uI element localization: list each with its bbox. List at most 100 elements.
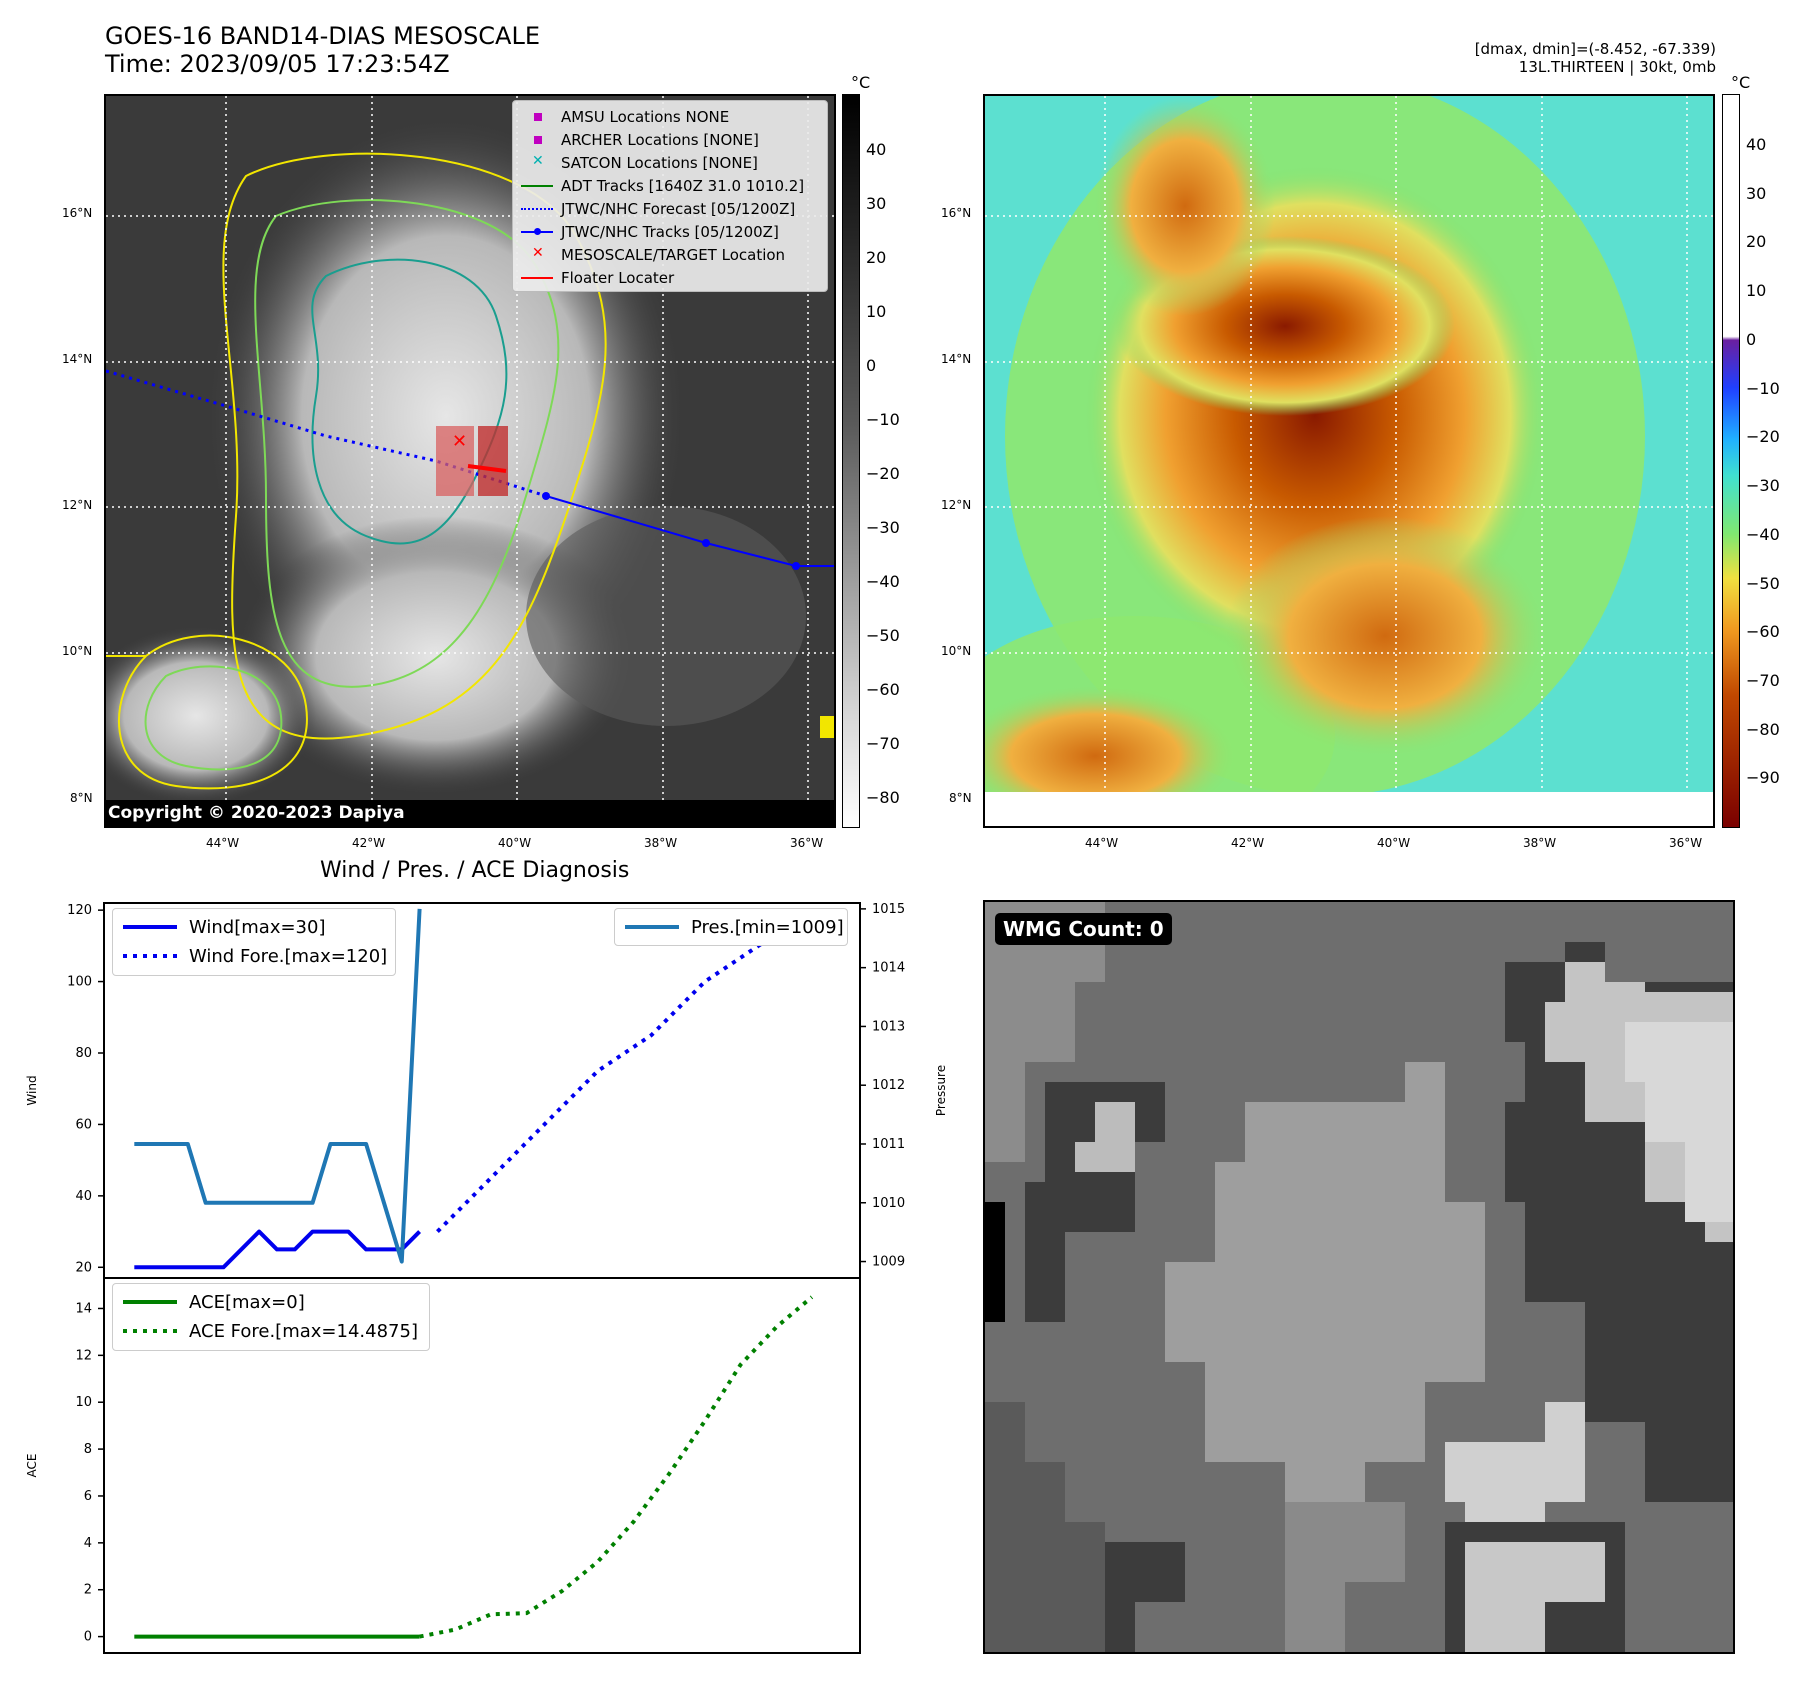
legend-item-tracks: JTWC/NHC Tracks [05/1200Z] <box>513 221 779 243</box>
diagnosis-charts: 20406080100120Wind1009101010111012101310… <box>25 902 948 1654</box>
colorbar-tick: −10 <box>1746 379 1780 398</box>
wmg-image <box>985 902 1733 1652</box>
lon-label: 40°W <box>1377 836 1411 850</box>
y-tick-label: 4 <box>84 1536 92 1551</box>
y-tick-label: 12 <box>75 1348 92 1363</box>
copyright-banner: Copyright © 2020-2023 Dapiya <box>104 800 834 826</box>
title-line-1: GOES-16 BAND14-DIAS MESOSCALE <box>105 22 541 50</box>
series-line-2 <box>134 908 422 1264</box>
wmg-count-badge: WMG Count: 0 <box>995 913 1172 945</box>
legend-item-satcon: ✕ SATCON Locations [NONE] <box>532 153 758 172</box>
lat-label: 14°N <box>62 352 93 366</box>
lat-label: 10°N <box>941 644 972 658</box>
plot-frame <box>103 1277 861 1654</box>
enhanced-map-panel <box>983 94 1715 828</box>
colorbar-tick: 20 <box>866 248 887 267</box>
y2-tick-label: 1012 <box>872 1078 905 1093</box>
y2-tick-label: 1011 <box>872 1137 905 1152</box>
colorbar-tick: −80 <box>866 788 900 807</box>
y-tick-label: 6 <box>84 1489 92 1504</box>
diagnosis-title: Wind / Pres. / ACE Diagnosis <box>320 858 630 883</box>
colorbar-tick: 40 <box>1746 135 1767 154</box>
left-colorbar-unit: °C <box>851 73 871 92</box>
y-tick-label: 80 <box>75 1046 92 1061</box>
right-colorbar-unit: °C <box>1731 73 1751 92</box>
y2-tick-label: 1014 <box>872 961 905 976</box>
colorbar-tick: −80 <box>1746 720 1780 739</box>
y-tick-label: 60 <box>75 1117 92 1132</box>
lat-label: 8°N <box>70 791 93 805</box>
info-line-2: 13L.THIRTEEN | 30kt, 0mb <box>1518 58 1716 76</box>
colorbar-tick: −40 <box>1746 525 1780 544</box>
colorbar-tick: −70 <box>866 734 900 753</box>
wind-legend: Wind[max=30] Wind Fore.[max=120] <box>112 908 396 976</box>
y-tick-label: 8 <box>84 1442 92 1457</box>
colorbar-tick: 10 <box>866 302 887 321</box>
lon-label: 36°W <box>1669 836 1703 850</box>
enhanced-map-image <box>985 96 1713 826</box>
colorbar-tick: 40 <box>866 140 887 159</box>
legend-pressure: Pres.[min=1009] <box>625 916 844 938</box>
colorbar-tick: −60 <box>866 680 900 699</box>
lon-label: 38°W <box>644 836 678 850</box>
legend-item-archer: ARCHER Locations [NONE] <box>513 129 759 151</box>
colorbar-tick: 0 <box>866 356 877 375</box>
wmg-panel <box>983 900 1735 1654</box>
y2-tick-label: 1010 <box>872 1196 905 1211</box>
y2-tick-label: 1013 <box>872 1019 905 1034</box>
y-tick-label: 40 <box>75 1189 92 1204</box>
colorbar-tick: −90 <box>1746 768 1780 787</box>
map-legend: AMSU Locations NONE ARCHER Locations [NO… <box>512 100 828 292</box>
lon-label: 42°W <box>1231 836 1265 850</box>
lat-label: 14°N <box>941 352 972 366</box>
colorbar-tick: 30 <box>866 194 887 213</box>
ace-chart: 0 2 4 6 8 10 12 14 ACE <box>25 1277 861 1654</box>
storm-info: [dmax, dmin]=(-8.452, -67.339) 13L.THIRT… <box>1475 40 1716 76</box>
y-tick-label: 0 <box>84 1630 92 1645</box>
legend-item-floater: Floater Locater <box>513 267 674 289</box>
legend-wind: Wind[max=30] <box>123 916 326 938</box>
lon-label: 38°W <box>1523 836 1557 850</box>
colorbar-tick: −70 <box>1746 671 1780 690</box>
legend-wind-forecast: Wind Fore.[max=120] <box>123 945 388 967</box>
y-tick-label: 2 <box>84 1583 92 1598</box>
series-line-1 <box>436 908 813 1233</box>
colorbar-tick: −30 <box>1746 476 1780 495</box>
svg-text:✕: ✕ <box>452 431 467 452</box>
lat-label: 8°N <box>949 791 972 805</box>
figure-title: GOES-16 BAND14-DIAS MESOSCALE Time: 2023… <box>105 22 540 78</box>
series-line-0 <box>134 1229 422 1270</box>
legend-item-forecast: JTWC/NHC Forecast [05/1200Z] <box>513 198 795 220</box>
legend-ace: ACE[max=0] <box>123 1291 305 1313</box>
y-axis-label: ACE <box>25 1454 39 1478</box>
colorbar-tick: −60 <box>1746 622 1780 641</box>
y-tick-label: 120 <box>67 903 92 918</box>
pressure-legend: Pres.[min=1009] <box>614 908 848 946</box>
y2-tick-label: 1009 <box>872 1255 905 1270</box>
ace-series-line-1 <box>419 1295 814 1639</box>
left-colorbar <box>842 94 860 828</box>
y-tick-label: 14 <box>75 1301 92 1316</box>
wind-pressure-chart: 20 40 60 80 100 120 Wind 1009 1010 1011 1012 1013 10… <box>25 902 948 1279</box>
colorbar-tick: −50 <box>1746 574 1780 593</box>
legend-item-adt-tracks: ADT Tracks [1640Z 31.0 1010.2] <box>513 175 804 197</box>
lon-label: 42°W <box>352 836 386 850</box>
lon-label: 40°W <box>498 836 532 850</box>
colorbar-tick: −10 <box>866 410 900 429</box>
lat-label: 10°N <box>62 644 93 658</box>
y-tick-label: 100 <box>67 975 92 990</box>
colorbar-tick: −40 <box>866 572 900 591</box>
colorbar-tick: 10 <box>1746 281 1767 300</box>
y-tick-label: 20 <box>75 1260 92 1275</box>
legend-ace-forecast: ACE Fore.[max=14.4875] <box>123 1320 418 1342</box>
y2-axis-label: Pressure <box>934 1065 948 1116</box>
y-axis-label: Wind <box>25 1075 39 1105</box>
lat-label: 12°N <box>941 498 972 512</box>
colorbar-tick: −30 <box>866 518 900 537</box>
lat-label: 16°N <box>941 206 972 220</box>
title-line-2: Time: 2023/09/05 17:23:54Z <box>105 50 450 78</box>
info-line-1: [dmax, dmin]=(-8.452, -67.339) <box>1474 40 1716 58</box>
colorbar-tick: 20 <box>1746 232 1767 251</box>
lon-label: 36°W <box>790 836 824 850</box>
lat-label: 12°N <box>62 498 93 512</box>
